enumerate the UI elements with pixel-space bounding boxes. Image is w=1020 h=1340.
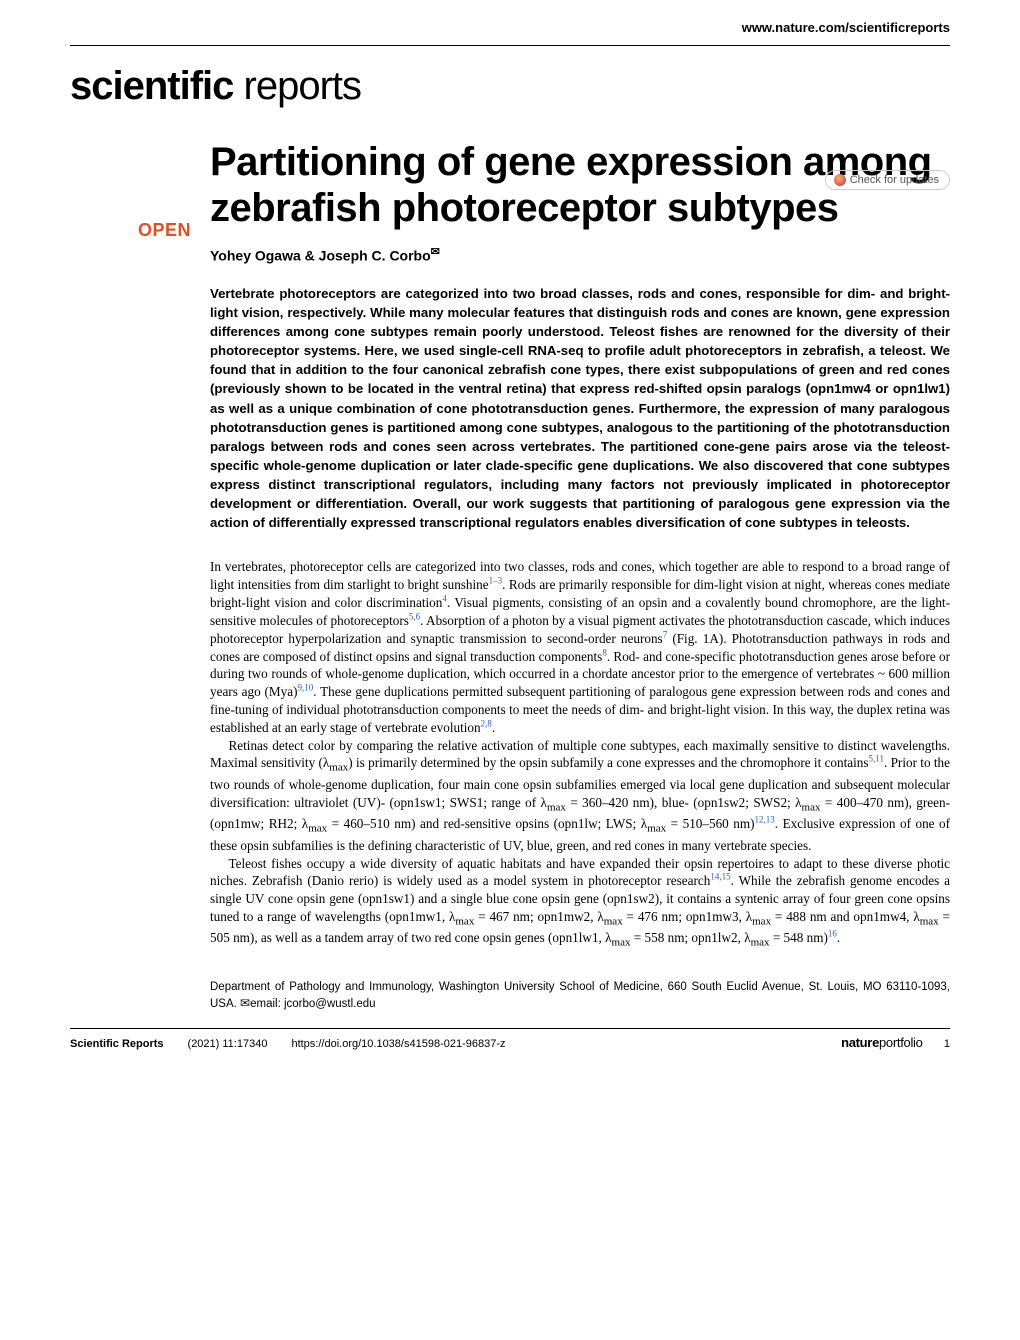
check-updates-icon xyxy=(834,174,846,186)
ref-link[interactable]: 14,15 xyxy=(710,872,730,882)
text-run: = 488 nm and opn1mw4, λ xyxy=(771,909,920,924)
journal-logo-light: reports xyxy=(233,64,361,108)
ref-link[interactable]: 2,8 xyxy=(481,718,492,728)
text-run: . xyxy=(837,930,840,945)
text-run: = 510–560 nm) xyxy=(666,816,754,831)
subscript: max xyxy=(752,916,771,928)
subscript: max xyxy=(751,937,770,949)
subscript: max xyxy=(647,823,666,835)
footer-doi: https://doi.org/10.1038/s41598-021-96837… xyxy=(291,1038,505,1050)
author-names: Yohey Ogawa & Joseph C. Corbo xyxy=(210,248,431,264)
text-run: = 467 nm; opn1mw2, λ xyxy=(474,909,603,924)
footer-right: natureportfolio 1 xyxy=(841,1035,950,1050)
body-paragraph-1: In vertebrates, photoreceptor cells are … xyxy=(210,558,950,736)
body-paragraph-3: Teleost fishes occupy a wide diversity o… xyxy=(210,855,950,951)
footer-brand: natureportfolio xyxy=(841,1035,926,1050)
journal-logo-bold: scientific xyxy=(70,64,233,108)
text-run: . These gene duplications permitted subs… xyxy=(210,684,950,735)
footer-left: Scientific Reports (2021) 11:17340 https… xyxy=(70,1038,506,1050)
subscript: max xyxy=(455,916,474,928)
article-main: Partitioning of gene expression among ze… xyxy=(210,139,950,1012)
subscript: max xyxy=(329,762,348,774)
ref-link[interactable]: 16 xyxy=(828,929,837,939)
ref-link[interactable]: 1–3 xyxy=(489,576,503,586)
ref-link[interactable]: 9,10 xyxy=(297,683,313,693)
envelope-icon: ✉ xyxy=(240,996,250,1010)
footer-brand-light: portfolio xyxy=(879,1035,923,1050)
page-footer: Scientific Reports (2021) 11:17340 https… xyxy=(0,1029,1020,1050)
ref-link[interactable]: 5,11 xyxy=(869,754,884,764)
journal-logo: scientific reports xyxy=(70,64,1020,109)
open-access-badge: OPEN xyxy=(138,220,191,241)
abstract: Vertebrate photoreceptors are categorize… xyxy=(210,284,950,533)
header-rule xyxy=(70,45,950,46)
text-run: = 360–420 nm), blue- (opn1sw2; SWS2; λ xyxy=(566,795,802,810)
check-updates-badge[interactable]: Check for updates xyxy=(825,170,950,190)
subscript: max xyxy=(604,916,623,928)
text-run: ) is primarily determined by the opsin s… xyxy=(348,755,868,770)
author-line: Yohey Ogawa & Joseph C. Corbo✉ xyxy=(210,245,950,264)
text-run: . xyxy=(492,720,495,735)
check-updates-label: Check for updates xyxy=(850,174,939,186)
footer-page-number: 1 xyxy=(944,1038,950,1050)
body-text: In vertebrates, photoreceptor cells are … xyxy=(210,558,950,950)
footer-citation: (2021) 11:17340 xyxy=(188,1038,268,1050)
header-site-url: www.nature.com/scientificreports xyxy=(0,0,1020,45)
subscript: max xyxy=(920,916,939,928)
footer-brand-bold: nature xyxy=(841,1035,879,1050)
affiliation-block: Department of Pathology and Immunology, … xyxy=(210,979,950,1012)
subscript: max xyxy=(308,823,327,835)
ref-link[interactable]: 12,13 xyxy=(755,815,775,825)
text-run: = 548 nm) xyxy=(770,930,828,945)
body-paragraph-2: Retinas detect color by comparing the re… xyxy=(210,737,950,855)
ref-link[interactable]: 5,6 xyxy=(409,612,420,622)
affiliation-email: email: jcorbo@wustl.edu xyxy=(250,998,375,1010)
subscript: max xyxy=(547,801,566,813)
text-run: = 558 nm; opn1lw2, λ xyxy=(631,930,751,945)
subscript: max xyxy=(802,801,821,813)
subscript: max xyxy=(612,937,631,949)
text-run: = 460–510 nm) and red-sensitive opsins (… xyxy=(327,816,647,831)
footer-journal: Scientific Reports xyxy=(70,1038,164,1050)
corresponding-icon: ✉ xyxy=(431,246,440,258)
text-run: = 476 nm; opn1mw3, λ xyxy=(623,909,752,924)
